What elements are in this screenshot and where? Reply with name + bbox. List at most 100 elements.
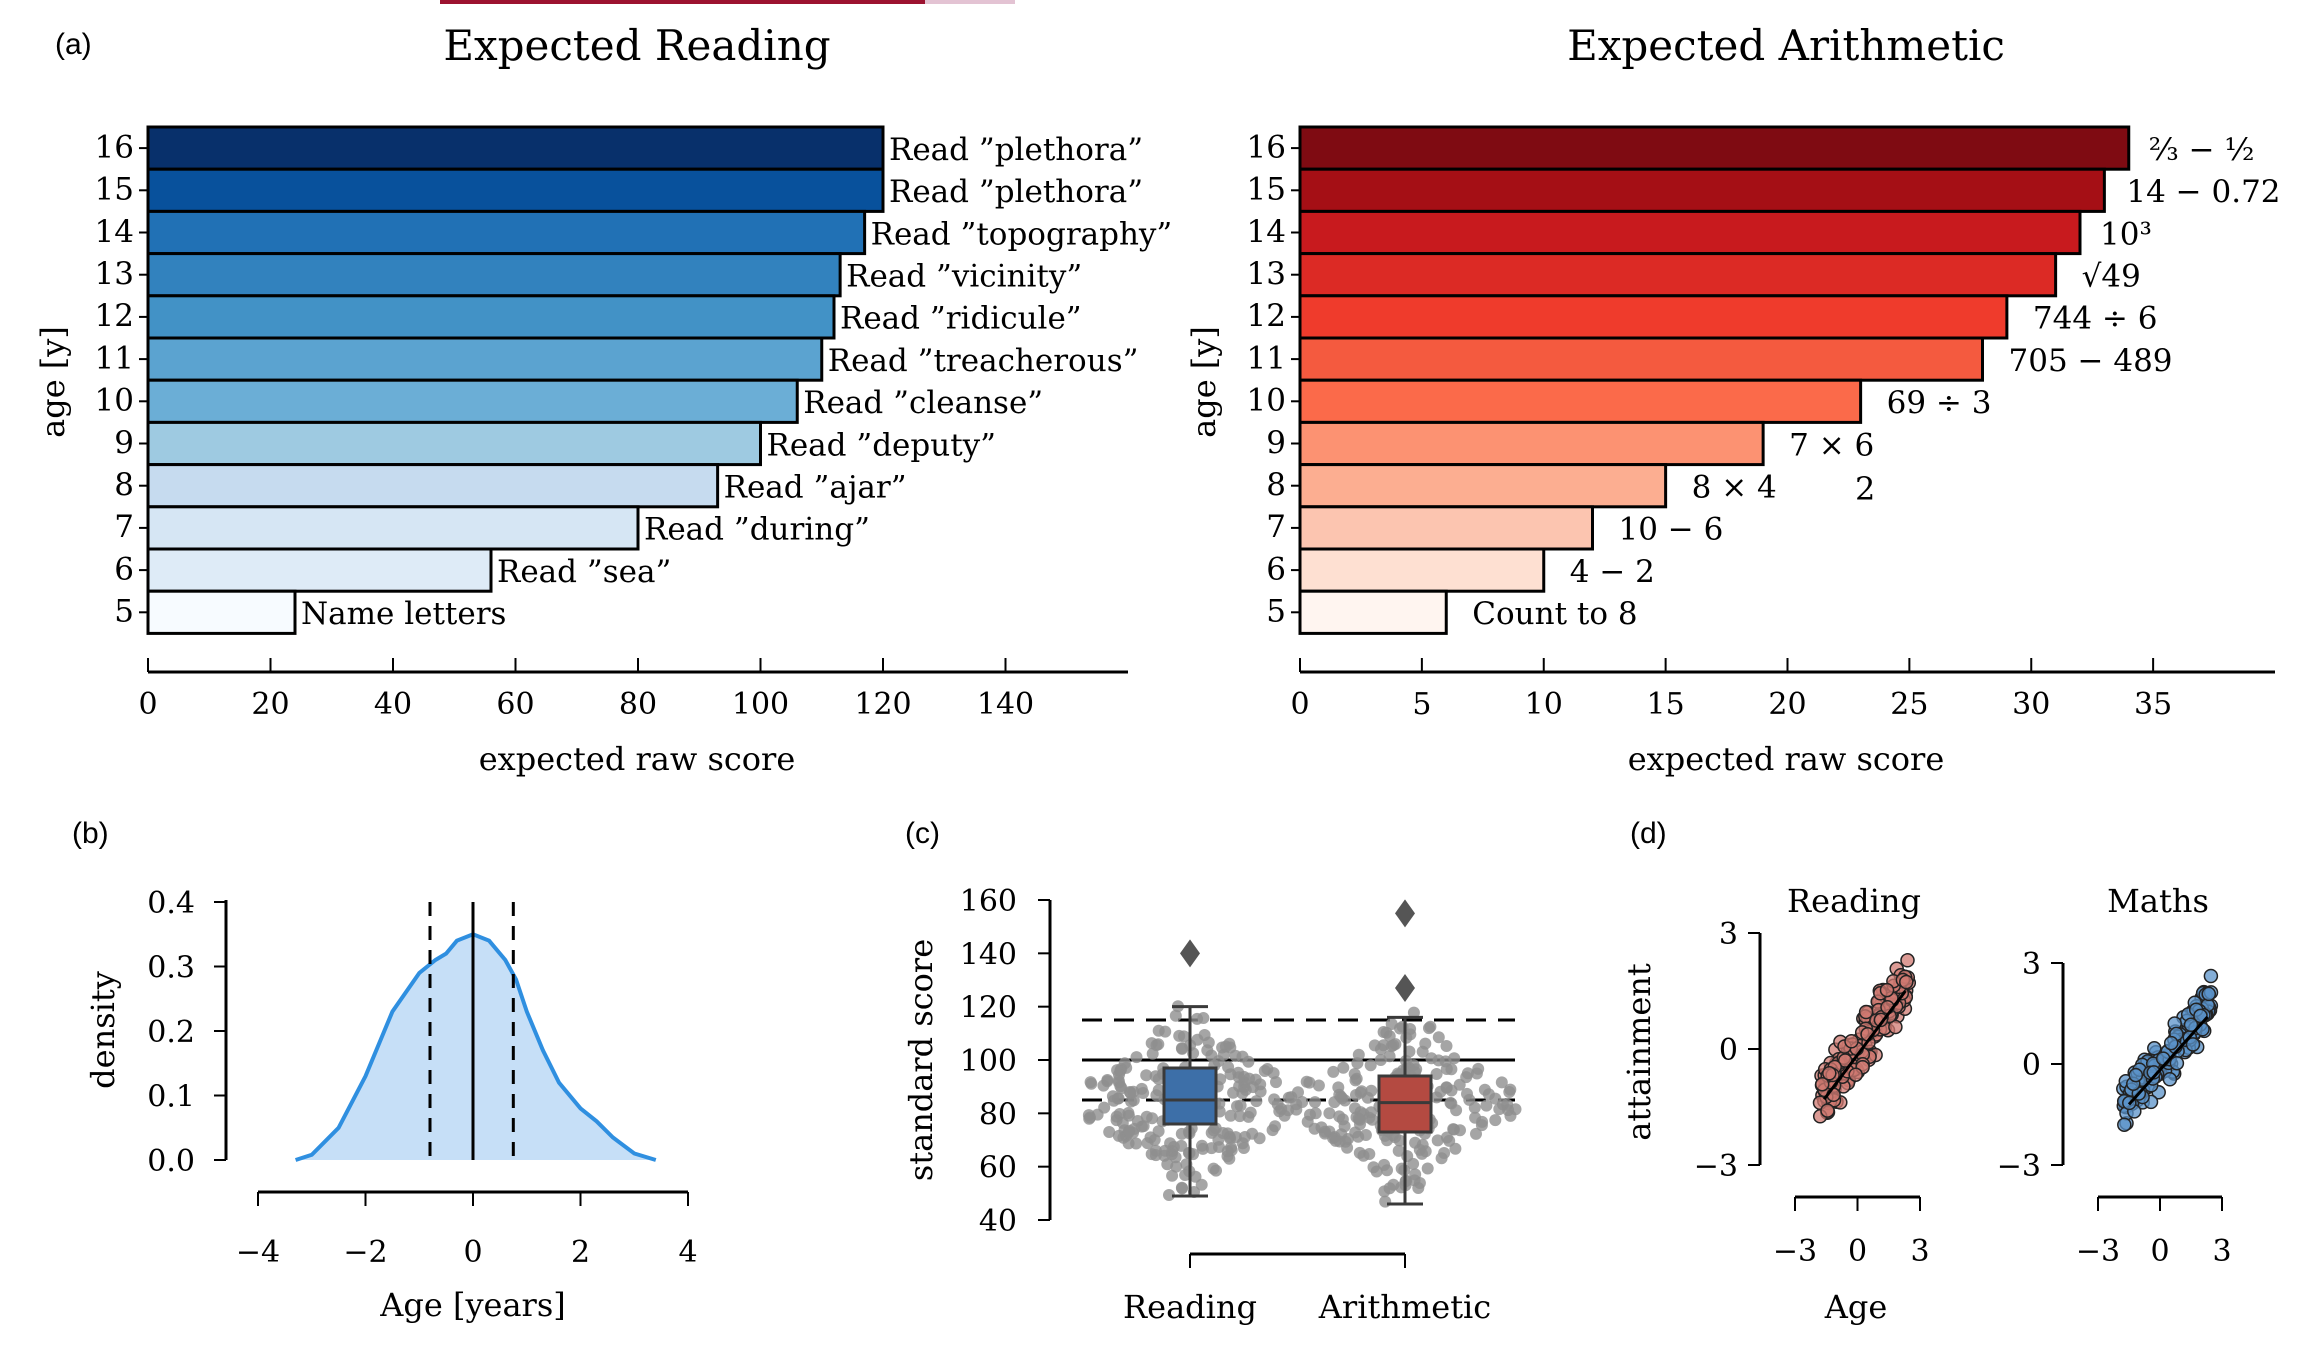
- standard-score-point: [1222, 1061, 1235, 1074]
- attainment-reading-point: [1820, 1103, 1835, 1118]
- arithmetic-bar-label: 705 − 489: [2009, 343, 2173, 379]
- arithmetic-bar-labels: ⅔ − ½ 14 − 0.72 10³ √49 744 ÷ 6 705 − 489 69 ÷…: [1472, 132, 2280, 632]
- arithmetic-bar-label: 7 × 6: [1789, 427, 1874, 463]
- standard-score-point: [1084, 1111, 1096, 1124]
- standard-score-xtick-label: Reading: [1123, 1288, 1257, 1326]
- reading-bar: [146, 589, 297, 635]
- attainment-reading-point: [1814, 1076, 1830, 1092]
- standard-score-point: [1234, 1099, 1247, 1112]
- standard-score-point: [1416, 1045, 1429, 1058]
- arithmetic-bar: [1298, 167, 2106, 213]
- attainment-reading-point: [1848, 1067, 1863, 1082]
- standard-score-point: [1430, 1068, 1443, 1080]
- reading-bar-label: Read ”treacherous”: [828, 343, 1139, 379]
- standard-score-point: [1478, 1083, 1491, 1096]
- standard-score-point: [1364, 1059, 1377, 1072]
- standard-score-point: [1300, 1075, 1313, 1088]
- standard-score-point: [1383, 1182, 1396, 1195]
- attainment-reading-point: [1858, 1004, 1874, 1020]
- arithmetic-xtick-label: 10: [1525, 687, 1563, 722]
- standard-score-ytick-label: 100: [960, 1044, 1017, 1079]
- standard-score-point: [1412, 1182, 1425, 1194]
- standard-score-point: [1383, 1030, 1396, 1043]
- attainment-maths-point: [2203, 968, 2219, 984]
- arithmetic-bars: [1298, 125, 2131, 635]
- reading-ytick-label: 9: [114, 425, 134, 461]
- attainment-maths-ytick-label: 0: [2022, 1048, 2041, 1083]
- standard-score-point: [1217, 1127, 1229, 1139]
- density-y-axis-label: density: [84, 971, 122, 1089]
- standard-score-point: [1127, 1085, 1140, 1098]
- attainment-reading-point: [1888, 1019, 1903, 1035]
- reading-ytick-label: 11: [95, 340, 134, 376]
- standard-score-point: [1495, 1076, 1508, 1089]
- arithmetic-bar-label: 10 − 6: [1619, 512, 1724, 548]
- standard-score-point: [1103, 1126, 1116, 1138]
- standard-score-yticks: 40 60 80 100 120 140 160: [960, 884, 1050, 1239]
- standard-score-point: [1350, 1089, 1362, 1101]
- reading-ytick-label: 16: [95, 129, 134, 165]
- density-xtick-label: 0: [463, 1235, 482, 1270]
- arithmetic-bar: [1298, 547, 1546, 593]
- standard-score-point: [1254, 1078, 1267, 1091]
- attainment-reading-chart: Reading −3 0 3 −3 0 3 Age attainment: [1620, 882, 1930, 1326]
- standard-score-xticks: Reading Arithmetic: [1123, 1254, 1491, 1326]
- standard-score-point: [1503, 1086, 1516, 1098]
- reading-bar-label: Read ”plethora”: [889, 132, 1143, 168]
- panel-label-d: (d): [1630, 817, 1667, 850]
- standard-score-point: [1407, 1157, 1420, 1170]
- standard-score-point: [1431, 1134, 1444, 1147]
- standard-score-point: [1440, 1131, 1453, 1144]
- arithmetic-bar: [1298, 378, 1863, 424]
- density-ytick-label: 0.4: [147, 886, 195, 921]
- reading-bar: [146, 463, 720, 509]
- standard-score-point: [1163, 1189, 1175, 1201]
- attainment-maths-ytick-label: 3: [2022, 947, 2041, 982]
- standard-score-point: [1425, 1052, 1438, 1065]
- arithmetic-ytick-label: 13: [1247, 256, 1286, 292]
- standard-score-point: [1122, 1107, 1135, 1119]
- reading-xtick-label: 0: [138, 687, 157, 722]
- standard-score-point: [1475, 1119, 1488, 1132]
- standard-score-point: [1137, 1087, 1150, 1099]
- arithmetic-x-axis-label: expected raw score: [1628, 740, 1945, 778]
- attainment-reading-point: [1844, 1034, 1859, 1049]
- standard-score-point: [1158, 1149, 1171, 1162]
- arithmetic-ytick-label: 6: [1266, 551, 1286, 587]
- reading-ytick-label: 8: [114, 467, 134, 503]
- standard-score-ytick-label: 120: [960, 991, 1017, 1026]
- arithmetic-bar-chart: Expected Arithmetic 1615141312111098765 …: [1185, 21, 2281, 778]
- standard-score-point: [1244, 1106, 1257, 1119]
- standard-score-point: [1419, 1145, 1432, 1158]
- panel-label-c: (c): [905, 817, 940, 850]
- attainment-reading-point: [1900, 953, 1915, 968]
- standard-score-point: [1366, 1113, 1379, 1126]
- standard-score-point: [1207, 1162, 1220, 1175]
- standard-score-swarm: [1082, 1000, 1522, 1208]
- standard-score-boxes: [1162, 899, 1433, 1206]
- age-density-chart: 0.0 0.1 0.2 0.3 0.4 −4 −2 0 2 4 Age [years] dens…: [84, 886, 698, 1324]
- reading-xtick-label: 40: [374, 687, 412, 722]
- standard-score-ytick-label: 80: [979, 1097, 1017, 1132]
- reading-bar: [146, 125, 885, 171]
- standard-score-point: [1439, 1055, 1452, 1068]
- reading-ytick-label: 13: [95, 256, 134, 292]
- arithmetic-xtick-label: 30: [2012, 687, 2050, 722]
- standard-score-point: [1374, 1043, 1387, 1056]
- standard-score-point: [1367, 1161, 1380, 1174]
- arithmetic-ytick-label: 5: [1266, 594, 1286, 630]
- density-xtick-label: 2: [571, 1235, 590, 1270]
- attainment-maths-point: [2201, 986, 2217, 1002]
- standard-score-point: [1275, 1102, 1288, 1115]
- standard-score-point: [1440, 1081, 1453, 1094]
- standard-score-point: [1202, 1036, 1215, 1049]
- standard-score-point: [1352, 1048, 1365, 1061]
- arithmetic-chart-title: Expected Arithmetic: [1567, 21, 2005, 70]
- arithmetic-bar-label: 14 − 0.72: [2126, 174, 2280, 210]
- arithmetic-bar: [1298, 463, 1668, 509]
- top-crop-strip: [440, 0, 925, 4]
- arithmetic-bar: [1298, 209, 2082, 256]
- attainment-maths-point: [2162, 1072, 2178, 1087]
- standard-score-point: [1489, 1114, 1502, 1127]
- arithmetic-bar-label: 8 × 4: [1692, 470, 1777, 506]
